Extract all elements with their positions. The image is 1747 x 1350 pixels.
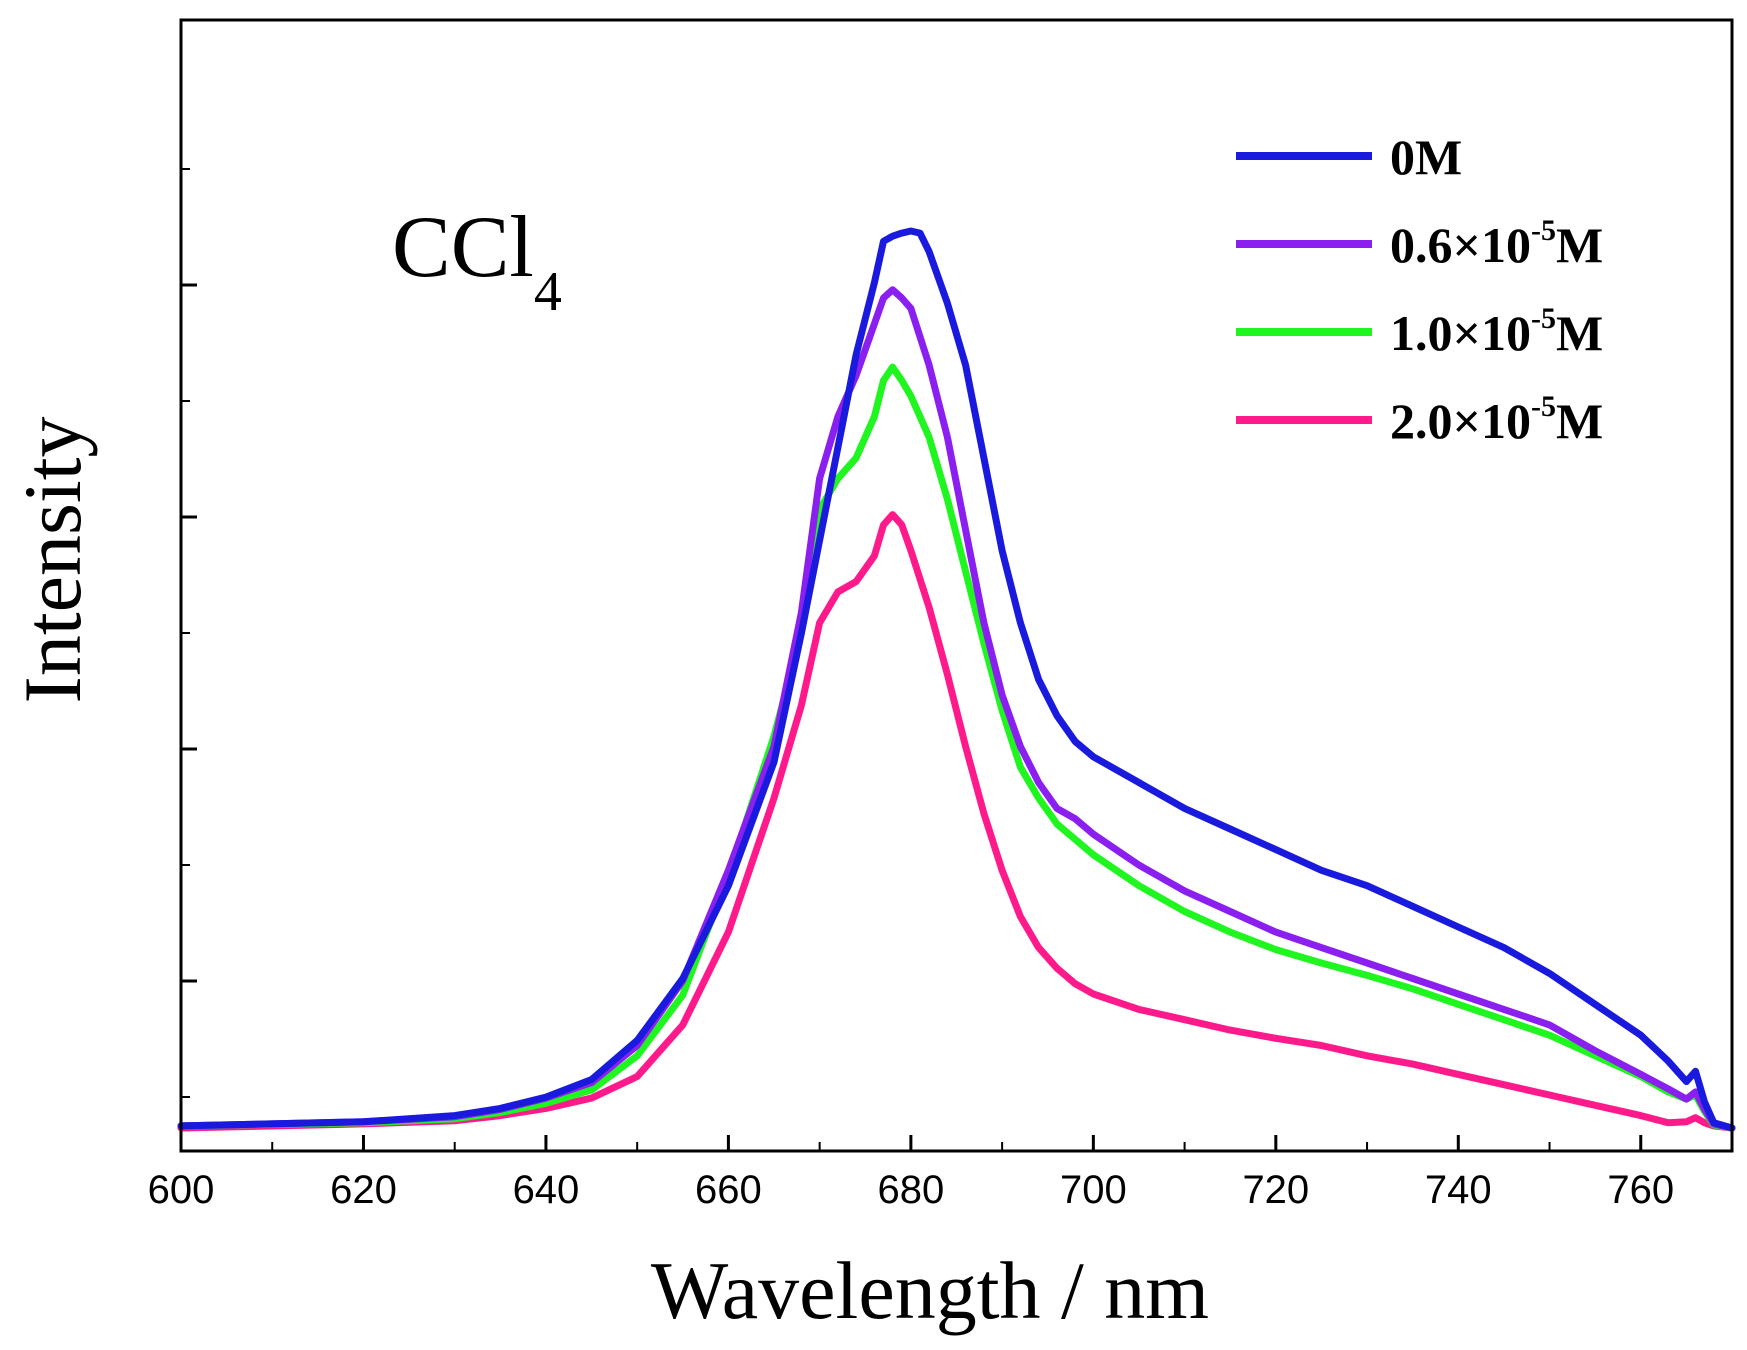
x-tick-label: 640 bbox=[513, 1168, 580, 1212]
legend-entry-1: 0.6×10-5M bbox=[1390, 214, 1603, 273]
x-tick-label: 680 bbox=[878, 1168, 945, 1212]
legend-label-unit: M bbox=[1556, 217, 1603, 273]
x-tick-label: 620 bbox=[330, 1168, 397, 1212]
legend-entry-0: 0M bbox=[1390, 129, 1462, 185]
legend-label-exponent: -5 bbox=[1531, 390, 1556, 423]
legend-label-exponent: -5 bbox=[1531, 302, 1556, 335]
y-axis-title: Intensity bbox=[7, 417, 98, 704]
annotation-ccl4: CCl4 bbox=[392, 199, 562, 323]
series-layer bbox=[177, 227, 1736, 1132]
legend-entry-2: 1.0×10-5M bbox=[1390, 302, 1603, 361]
x-axis: 600 620 640 660 680 700 720 740 760 bbox=[148, 1135, 1674, 1212]
x-tick-label: 760 bbox=[1607, 1168, 1674, 1212]
annotation-subscript: 4 bbox=[534, 261, 562, 323]
x-tick-label: 700 bbox=[1060, 1168, 1127, 1212]
legend: 0M0.6×10-5M1.0×10-5M2.0×10-5M bbox=[1236, 129, 1603, 449]
x-axis-title: Wavelength / nm bbox=[651, 1245, 1209, 1336]
x-tick-label: 600 bbox=[148, 1168, 215, 1212]
legend-label-base: 0M bbox=[1390, 129, 1462, 185]
legend-label-base: 1.0×10 bbox=[1390, 305, 1531, 361]
x-tick-label: 740 bbox=[1425, 1168, 1492, 1212]
legend-label-unit: M bbox=[1556, 393, 1603, 449]
series-line-0 bbox=[177, 227, 1736, 1132]
x-tick-label: 660 bbox=[695, 1168, 762, 1212]
legend-label-unit: M bbox=[1556, 305, 1603, 361]
legend-label-exponent: -5 bbox=[1531, 214, 1556, 247]
plot-frame bbox=[179, 18, 1734, 1153]
series-line-1 bbox=[177, 286, 1736, 1132]
legend-entry-3: 2.0×10-5M bbox=[1390, 390, 1603, 449]
legend-label-base: 0.6×10 bbox=[1390, 217, 1531, 273]
series-line-3 bbox=[177, 511, 1736, 1132]
annotation-text: CCl bbox=[392, 199, 534, 296]
x-tick-label: 720 bbox=[1242, 1168, 1309, 1212]
y-axis bbox=[181, 168, 197, 1098]
legend-label-base: 2.0×10 bbox=[1390, 393, 1531, 449]
